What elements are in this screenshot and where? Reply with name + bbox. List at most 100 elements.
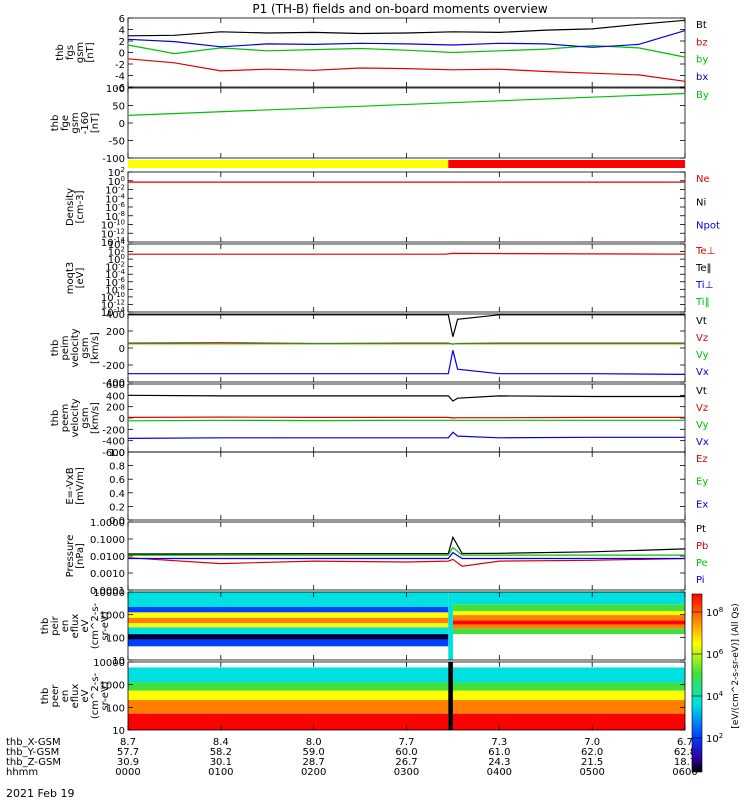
legend-Vx: Vx xyxy=(696,367,709,378)
series-bx xyxy=(127,30,686,48)
y-tick-label: 100 xyxy=(108,253,125,266)
series-Vy xyxy=(127,419,685,422)
y-tick-label: 0.0010 xyxy=(90,569,125,580)
legend-Te‖: Te‖ xyxy=(695,263,712,274)
y-tick-label: 200 xyxy=(106,327,125,338)
spectrogram-band xyxy=(128,646,449,660)
spectrogram-band xyxy=(452,604,685,612)
y-tick-label: 1.0 xyxy=(109,448,125,459)
orbit-row-label: thb_Z-GSM xyxy=(6,757,61,768)
spectrogram-band xyxy=(452,690,685,701)
series-by xyxy=(127,44,686,58)
spectrogram-band xyxy=(452,615,685,621)
y-tick-label: 200 xyxy=(106,403,125,414)
colorbar-tick-label: 104 xyxy=(706,690,724,703)
series-Vt xyxy=(128,314,685,337)
orbit-value: 24.3 xyxy=(488,757,510,768)
y-tick-label: 0.0001 xyxy=(90,586,125,597)
series-Vt xyxy=(127,394,685,402)
spectrogram-band xyxy=(452,624,685,629)
spectrogram-gap xyxy=(448,662,453,730)
spectrogram-band xyxy=(128,682,449,691)
orbit-value: 57.7 xyxy=(117,747,139,758)
spectrogram-p10 xyxy=(128,662,685,730)
spectrogram-band xyxy=(452,700,685,714)
spectrogram-band xyxy=(128,623,449,628)
orbit-table: thb_X-GSM 8.7 8.4 8.0 7.7 7.3 7.0 6.7 thb_Y-GSM 5… xyxy=(6,737,698,778)
y-tick-label: -400 xyxy=(102,378,125,389)
orbit-value: 7.7 xyxy=(399,737,415,748)
y-tick-label: 100 xyxy=(106,633,125,644)
colorbar-tick-label: 102 xyxy=(706,732,723,745)
orbit-value: 7.3 xyxy=(491,737,507,748)
spectrogram-band xyxy=(452,620,685,625)
y-tick-label: -100 xyxy=(102,154,125,165)
legend-Ti⊥: Ti⊥ xyxy=(695,280,713,291)
colorbar-gradient xyxy=(691,593,703,773)
legend-Vz: Vz xyxy=(696,333,708,344)
y-tick-label: 0.0100 xyxy=(90,552,125,563)
y-tick-label: 0.8 xyxy=(109,462,125,473)
legend-by: by xyxy=(696,55,708,66)
y-axis-label: E=-VxB[mV/m] xyxy=(65,467,86,505)
y-tick-label: 600 xyxy=(106,380,125,391)
y-tick-label: 0.0 xyxy=(109,516,125,527)
orbit-value: 0500 xyxy=(579,767,604,778)
series-Vx xyxy=(127,431,685,439)
orbit-value: 8.7 xyxy=(120,737,136,748)
spectrogram-band xyxy=(128,690,449,701)
date-label: 2021 Feb 19 xyxy=(6,787,74,800)
orbit-value: 0600 xyxy=(672,767,697,778)
orbit-value: 62.0 xyxy=(581,747,603,758)
panel-p10: 10000 1000 100 10thbpeerenefluxeV(cm^2-s-sr… xyxy=(40,658,686,737)
y-tick-label: 100 xyxy=(108,175,125,188)
panel-p6: 6004002000-200-400-600thbpeemvelocitygsm… xyxy=(50,380,709,459)
orbit-row-label: thb_Y-GSM xyxy=(6,747,59,758)
orbit-value: 0400 xyxy=(487,767,512,778)
y-axis-label: thbpeimvelocitygsm[km/s] xyxy=(50,328,101,367)
series-bz xyxy=(127,58,686,82)
orbit-value: 59.0 xyxy=(303,747,325,758)
y-tick-label: 6 xyxy=(119,14,125,25)
y-axis-label: thbfgsgsm[nT] xyxy=(55,42,96,63)
spectrogram-band xyxy=(128,662,449,668)
spectrogram-band xyxy=(452,682,685,691)
y-tick-label: 10-12 xyxy=(101,227,125,240)
y-tick-label: 10-6 xyxy=(105,201,125,214)
y-tick-label: -200 xyxy=(102,361,125,372)
y-tick-label: 2 xyxy=(119,37,125,48)
y-axis-label: Density[cm-3] xyxy=(65,188,86,226)
legend-Te⊥: Te⊥ xyxy=(695,246,715,257)
panel-p8: 1.0000 0.1000 0.0100 0.0010 0.0001 Pressure[n… xyxy=(65,518,708,597)
orbit-value: 28.7 xyxy=(303,757,325,768)
y-tick-label: 104 xyxy=(108,238,126,251)
panel-p7: 1.0 0.8 0.6 0.4 0.2 0.0 E=-VxB[mV/m] Ez Ey Ex xyxy=(65,448,708,527)
y-tick-label: 400 xyxy=(106,391,125,402)
y-tick-label: 400 xyxy=(106,310,125,321)
orbit-row-label: hhmm xyxy=(6,767,38,778)
series-Pi xyxy=(128,551,685,560)
spectrogram-band xyxy=(128,667,449,683)
spectrogram-band xyxy=(452,592,685,605)
y-tick-label: 1000 xyxy=(100,681,125,692)
legend-bx: bx xyxy=(696,72,708,83)
series-Pe xyxy=(128,546,685,556)
series-Te⊥ xyxy=(128,252,686,255)
panel-frame xyxy=(127,521,686,591)
panel-p9: 10000 1000 100 10thbpeirenefluxeV(cm^2-s-sr… xyxy=(40,588,686,667)
legend-Vy: Vy xyxy=(696,420,709,431)
y-axis-label: Pressure[nPa] xyxy=(65,535,86,578)
spectrogram-band xyxy=(452,667,685,683)
spectrogram-band xyxy=(128,606,449,613)
series-Pt xyxy=(127,535,686,555)
orbit-value: 7.0 xyxy=(584,737,600,748)
series-Pb xyxy=(127,557,686,567)
spectrogram-p9 xyxy=(128,592,685,660)
y-tick-label: 10-14 xyxy=(101,236,126,249)
orbit-value: 0000 xyxy=(115,767,140,778)
series-By xyxy=(127,92,686,116)
panel-mode xyxy=(128,160,685,168)
y-axis-label: thbpeerenefluxeV(cm^2-s-sr-eV) xyxy=(40,672,111,719)
y-tick-label: 10000 xyxy=(93,658,125,669)
colorbar-tick-label: 106 xyxy=(706,648,724,661)
